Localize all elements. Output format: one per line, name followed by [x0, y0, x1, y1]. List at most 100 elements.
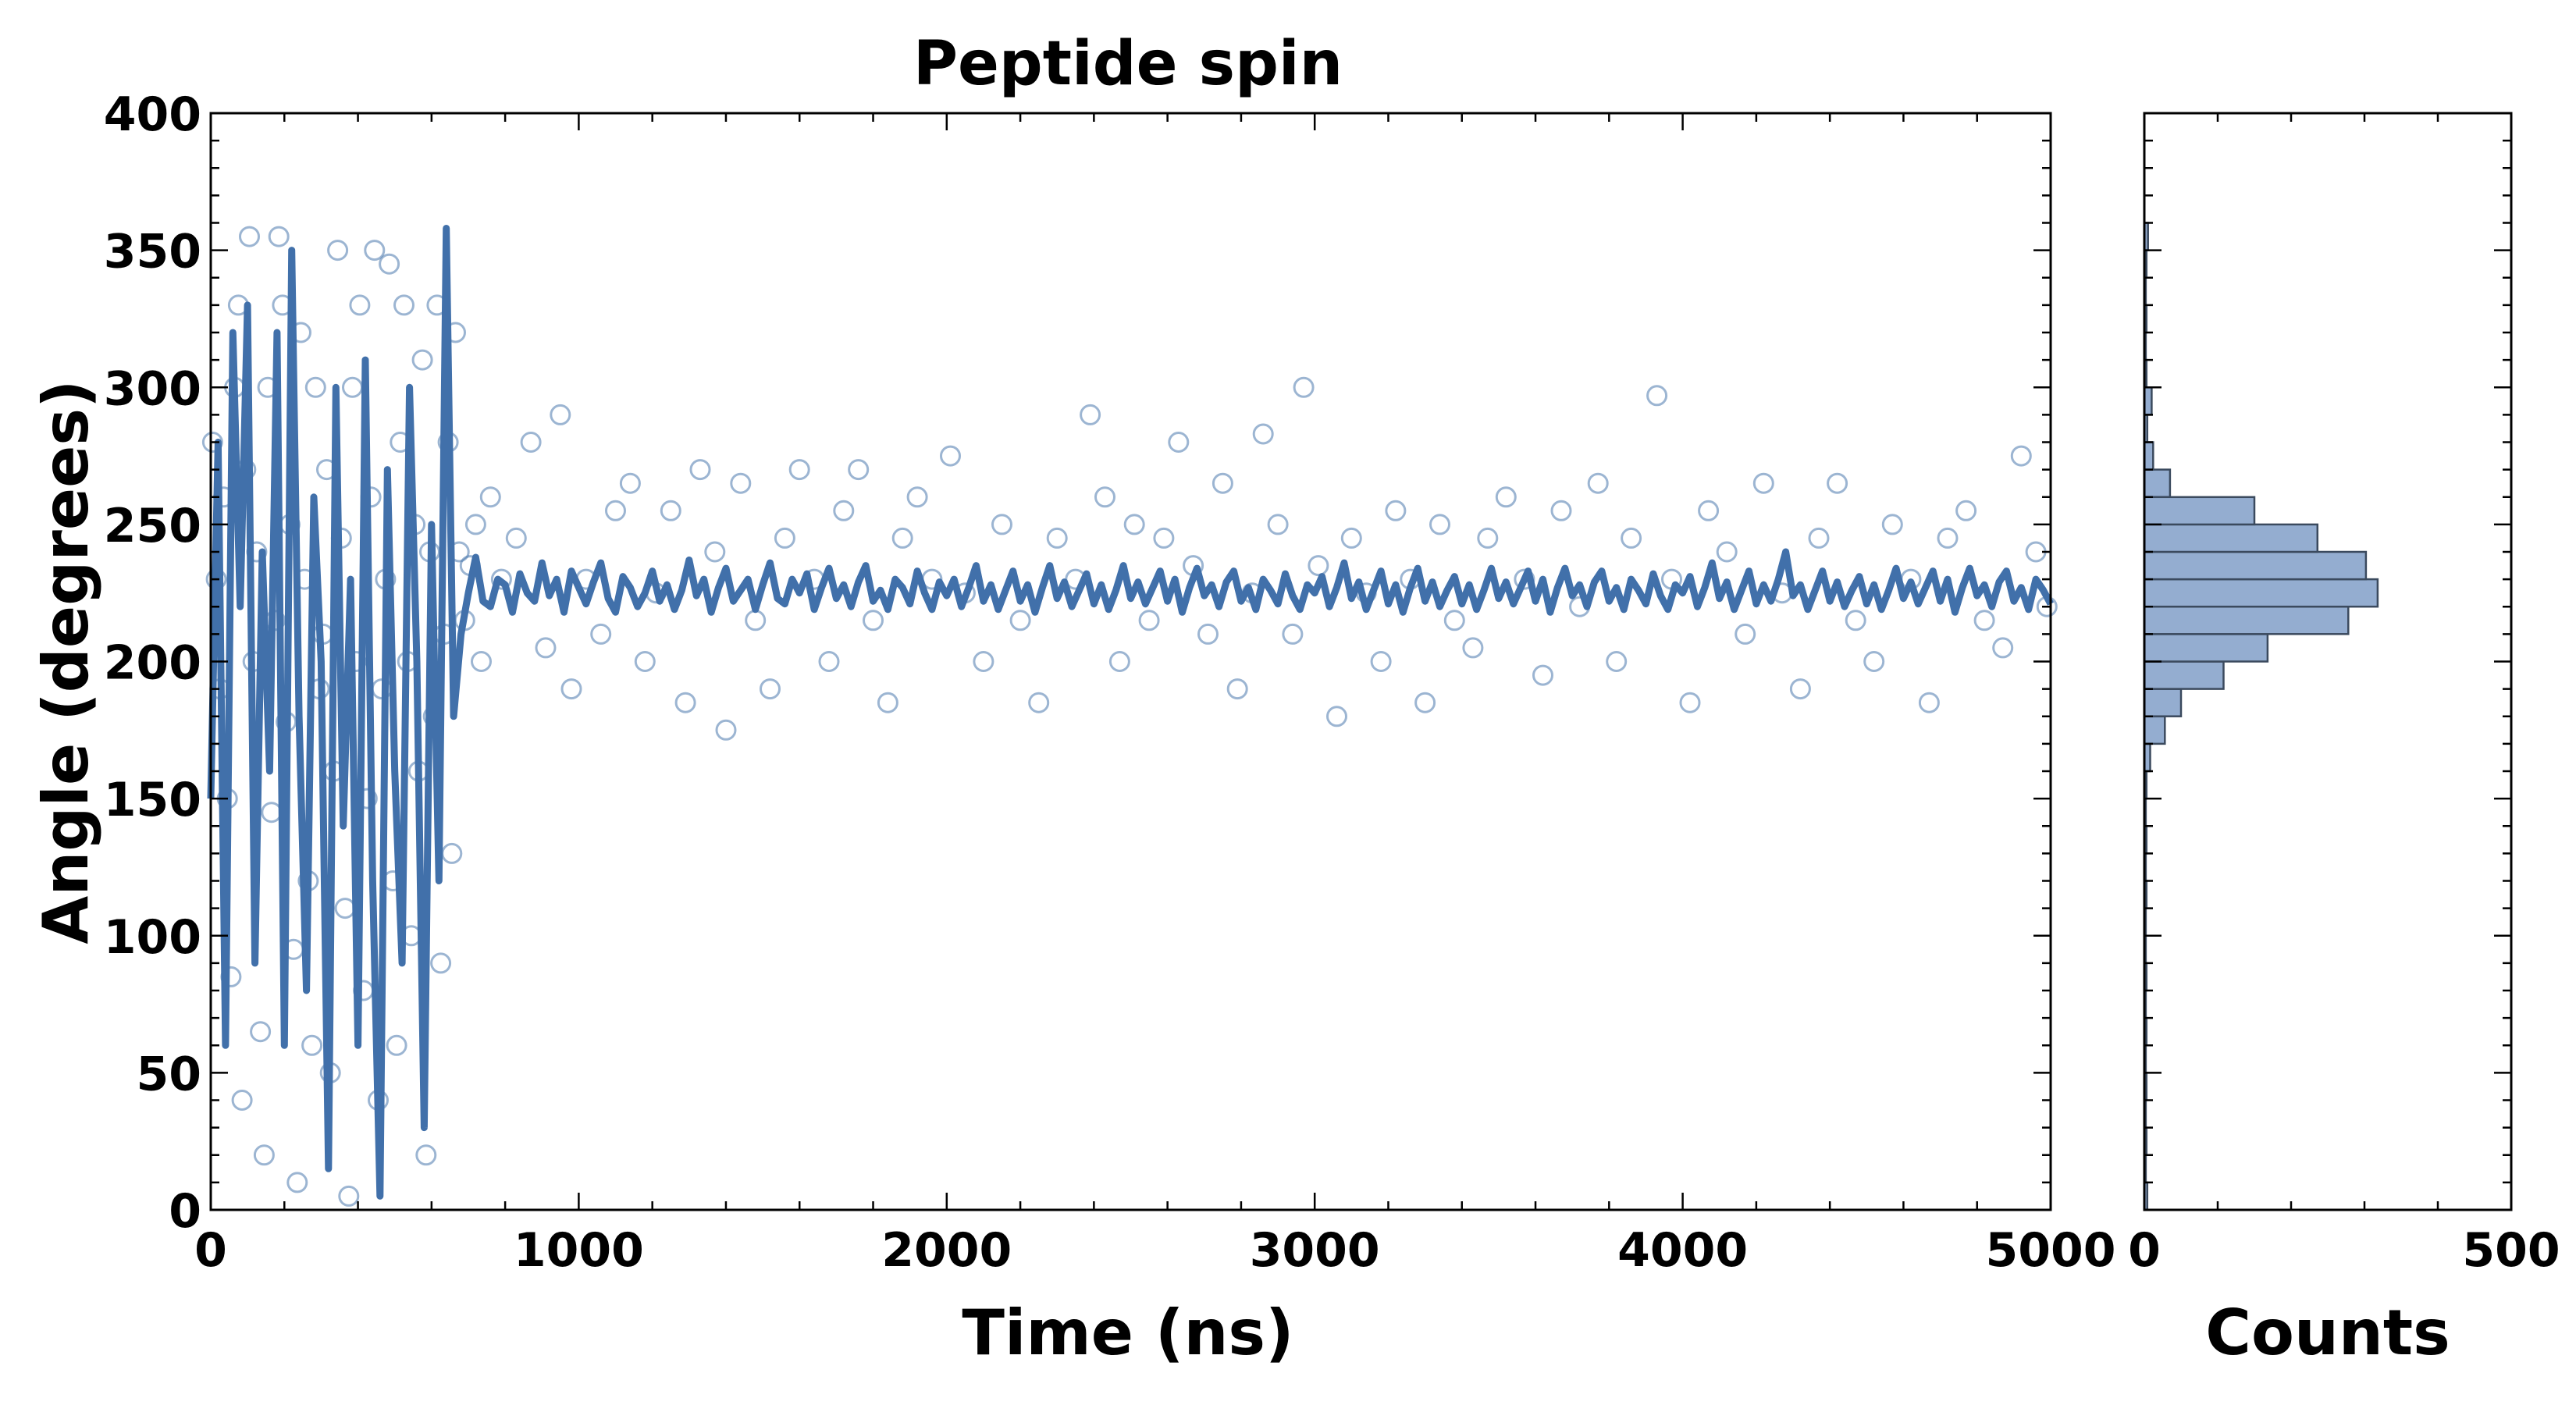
scatter-series	[201, 226, 2058, 1207]
scatter-point-23	[286, 1172, 308, 1193]
y-tick-label-6: 300	[104, 361, 201, 416]
scatter-point-140	[1495, 486, 1517, 508]
scatter-point-129	[1326, 706, 1347, 727]
scatter-point-62	[430, 952, 452, 974]
scatter-point-120	[1197, 623, 1219, 645]
scatter-point-76	[535, 637, 557, 659]
scatter-point-72	[479, 486, 501, 508]
scatter-point-102	[906, 486, 928, 508]
scatter-point-36	[334, 898, 356, 919]
y-tick-label-4: 200	[104, 636, 201, 691]
scatter-point-165	[1955, 500, 1977, 521]
scatter-point-145	[1587, 472, 1609, 494]
scatter-point-75	[520, 432, 542, 453]
main-plot: 0 1000 2000 3000 4000 5000 0 50 100 150 200 250 300 3…	[30, 87, 2116, 1369]
histogram-bar-21	[2143, 605, 2350, 635]
histogram-plot: 0 500 Counts	[2128, 112, 2560, 1369]
scatter-point-122	[1226, 678, 1248, 700]
scatter-point-57	[411, 349, 433, 371]
scatter-point-107	[991, 514, 1012, 535]
scatter-point-74	[505, 527, 527, 549]
scatter-point-50	[386, 1034, 407, 1056]
x-tick-label-2: 2000	[881, 1223, 1012, 1278]
scatter-point-146	[1606, 651, 1628, 672]
scatter-point-125	[1267, 514, 1289, 535]
histogram-bar-20	[2143, 633, 2269, 663]
scatter-point-70	[464, 514, 486, 535]
scatter-point-89	[715, 719, 737, 741]
y-tick-label-5: 250	[104, 499, 201, 553]
histogram-bar-26	[2143, 468, 2172, 498]
scatter-point-133	[1385, 500, 1407, 521]
histogram-bar-18	[2143, 688, 2183, 717]
histogram-frame	[2143, 112, 2513, 1211]
scatter-point-113	[1094, 486, 1115, 508]
histogram-bar-27	[2143, 441, 2154, 471]
scatter-point-52	[393, 294, 415, 316]
scatter-point-38	[342, 376, 363, 398]
scatter-point-139	[1477, 527, 1499, 549]
scatter-point-91	[745, 610, 767, 631]
scatter-point-160	[1863, 651, 1885, 672]
hist-x-tick-label-1: 500	[2462, 1223, 2560, 1278]
scatter-point-159	[1845, 610, 1866, 631]
x-tick-label-4: 4000	[1617, 1223, 1748, 1278]
scatter-point-85	[660, 500, 681, 521]
scatter-point-88	[704, 541, 726, 563]
scatter-point-115	[1123, 514, 1145, 535]
scatter-point-118	[1168, 432, 1190, 453]
scatter-point-99	[863, 610, 884, 631]
histogram-bars	[2143, 222, 2379, 1211]
scatter-point-94	[788, 459, 810, 481]
scatter-point-116	[1138, 610, 1160, 631]
y-tick-label-1: 50	[137, 1047, 202, 1101]
scatter-point-152	[1716, 541, 1738, 563]
scatter-point-18	[268, 226, 290, 247]
scatter-point-16	[261, 802, 283, 823]
scatter-point-101	[891, 527, 913, 549]
scatter-point-141	[1514, 568, 1535, 590]
x-tick-label-0: 0	[194, 1223, 227, 1278]
y-tick-label-7: 350	[104, 225, 201, 279]
y-tick-label-0: 0	[169, 1184, 201, 1239]
scatter-point-100	[877, 692, 898, 713]
scatter-point-96	[818, 651, 840, 672]
scatter-point-48	[379, 253, 400, 275]
x-tick-label-3: 3000	[1250, 1223, 1380, 1278]
scatter-point-104	[940, 445, 961, 467]
scatter-point-81	[605, 500, 626, 521]
scatter-point-127	[1293, 376, 1315, 398]
scatter-point-126	[1282, 623, 1304, 645]
main-plot-frame	[209, 112, 2052, 1211]
scatter-point-158	[1827, 472, 1848, 494]
scatter-point-150	[1679, 692, 1701, 713]
x-tick-label-1: 1000	[514, 1223, 644, 1278]
x-tick-label-5: 5000	[1986, 1223, 2116, 1278]
y-tick-label-8: 400	[104, 87, 201, 142]
scatter-point-13	[250, 1021, 272, 1043]
scatter-point-142	[1532, 664, 1553, 686]
line-series	[207, 225, 2054, 1200]
scatter-point-44	[364, 240, 386, 261]
scatter-point-156	[1789, 678, 1811, 700]
scatter-point-58	[415, 1144, 437, 1166]
scatter-point-143	[1550, 500, 1572, 521]
scatter-point-117	[1153, 527, 1175, 549]
scatter-point-137	[1443, 610, 1465, 631]
scatter-point-168	[2010, 445, 2032, 467]
scatter-point-130	[1340, 527, 1362, 549]
histogram-bar-17	[2143, 715, 2166, 745]
scatter-point-97	[833, 500, 855, 521]
scatter-point-124	[1252, 423, 1274, 445]
scatter-point-157	[1808, 527, 1830, 549]
histogram-bar-25	[2143, 496, 2256, 526]
main-axis-ticks: 0 1000 2000 3000 4000 5000 0 50 100 150 200 250 300 3…	[104, 87, 2116, 1278]
histogram-bar-24	[2143, 523, 2319, 553]
scatter-point-92	[760, 678, 781, 700]
scatter-point-65	[441, 842, 463, 864]
scatter-point-86	[674, 692, 696, 713]
histogram-bar-22	[2143, 578, 2379, 608]
scatter-point-93	[774, 527, 795, 549]
y-axis-label: Angle (degrees)	[30, 379, 102, 944]
scatter-point-98	[848, 459, 870, 481]
